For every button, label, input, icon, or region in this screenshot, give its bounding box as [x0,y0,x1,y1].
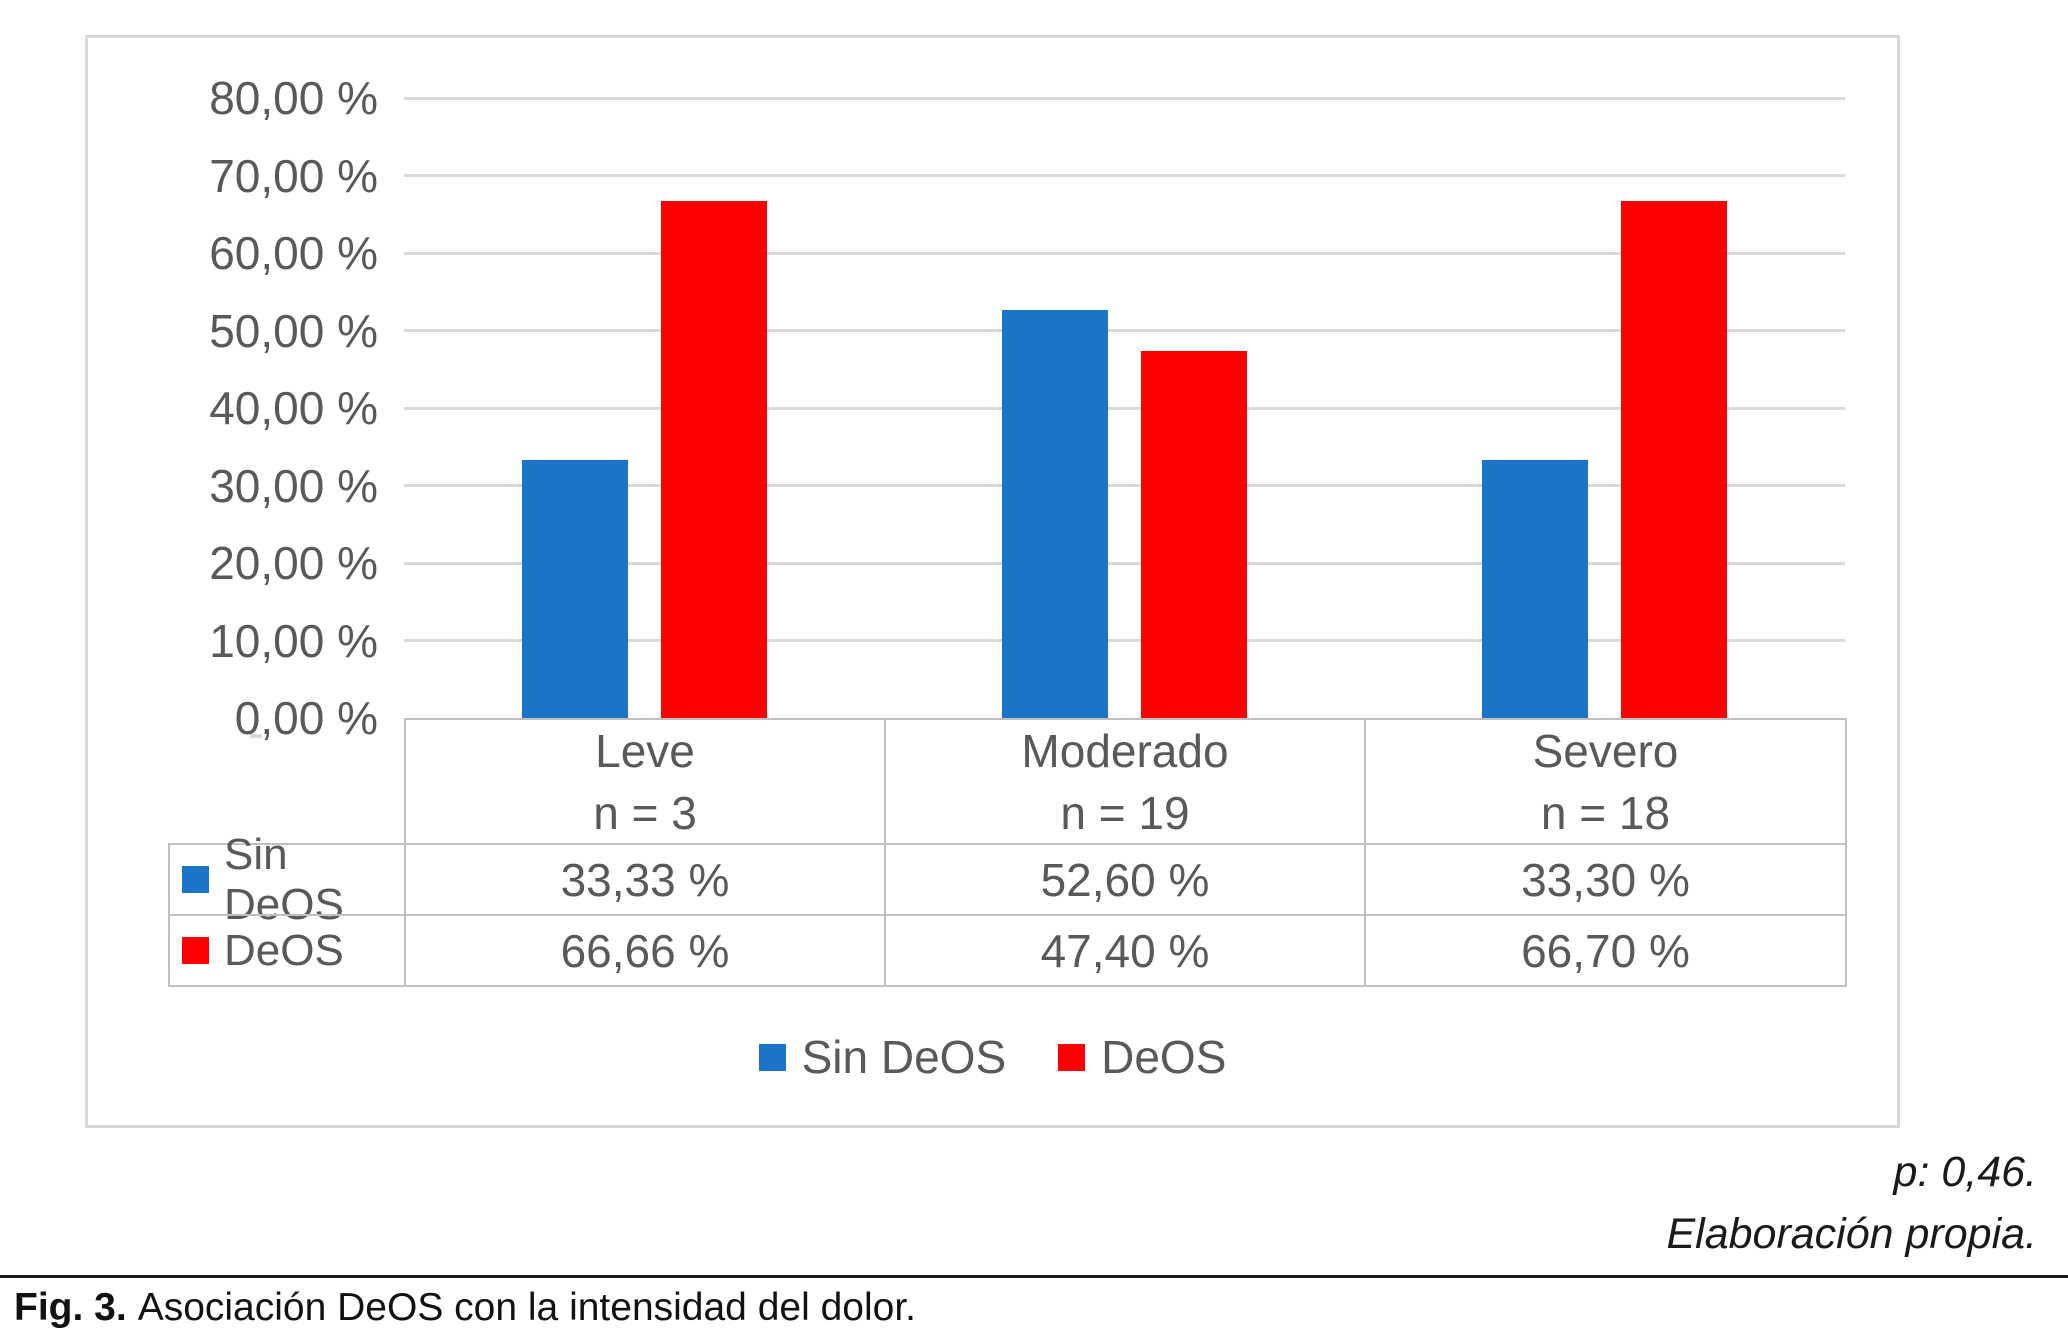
table-value-cell: 66,70 % [1364,914,1847,987]
y-axis-tick-label: 60,00 % [209,227,378,279]
p-value-note: p: 0,46. [1893,1148,2037,1196]
gridline [404,561,1845,565]
gridline [404,329,1845,332]
gridline [404,406,1845,410]
y-axis-tick-label: 10,00 % [209,614,378,667]
chart-legend: Sin DeOS DeOS [85,1027,1900,1087]
table-header-cell: Moderado n = 19 [884,718,1366,845]
table-header-cell: Leve n = 3 [404,718,886,845]
table-value-cell: 66,66 % [404,914,886,987]
y-axis-tick-label: 30,00 % [209,459,378,512]
legend-item: Sin DeOS [758,1030,1007,1084]
y-axis-tick-label: 70,00 % [209,149,378,202]
series-label-cell: DeOS [168,914,406,987]
figure-caption-text: Asociación DeOS con la intensidad del do… [137,1286,916,1329]
series-swatch-icon [182,937,209,964]
gridline [404,174,1845,177]
legend-label: DeOS [1101,1031,1227,1083]
gridline [404,251,1845,255]
gridline [404,639,1845,642]
y-axis-tick-label: 0,00 % [234,692,378,744]
series-label-cell: Sin DeOS [168,830,406,929]
y-axis-tick-label: 80,00 % [209,72,378,124]
category-sublabel: n = 19 [1060,786,1190,839]
caption-divider [0,1275,2068,1278]
bar-deos-severo [1621,201,1727,718]
table-value-cell: 47,40 % [884,914,1366,987]
series-name: Sin DeOS [224,829,344,929]
y-axis-tick-label: 40,00 % [209,382,378,434]
axis-minor-tick [250,734,262,738]
category-sublabel: n = 18 [1540,786,1671,839]
category-label: Severo [1532,724,1679,777]
legend-item: DeOS [1058,1030,1226,1084]
y-axis-tick-label: 50,00 % [209,304,378,357]
category-label: Moderado [1021,724,1229,777]
table-value-cell: 33,30 % [1364,843,1847,916]
legend-swatch-icon [1058,1043,1086,1071]
series-name: DeOS [224,925,344,975]
bar-deos-moderado [1140,350,1247,718]
table-value-cell: 33,33 % [404,843,886,916]
figure-caption-label: Fig. 3. [14,1286,127,1329]
bar-sin-deos-leve [521,459,628,718]
source-note: Elaboración propia. [1666,1210,2037,1258]
figure-caption: Fig. 3. Asociación DeOS con la intensidad… [14,1286,916,1330]
bar-sin-deos-severo [1482,459,1588,718]
gridline [404,96,1845,100]
bar-deos-leve [660,201,767,718]
bar-sin-deos-moderado [1001,310,1108,718]
legend-swatch-icon [758,1043,786,1071]
legend-label: Sin DeOS [801,1031,1007,1083]
y-axis-tick-label: 20,00 % [209,537,378,589]
gridline [404,484,1845,487]
series-swatch-icon [182,866,209,893]
chart-frame [85,35,1900,1128]
table-value-cell: 52,60 % [884,843,1366,916]
table-header-cell: Severo n = 18 [1364,718,1847,845]
category-label: Leve [595,724,695,777]
category-sublabel: n = 3 [593,786,697,839]
